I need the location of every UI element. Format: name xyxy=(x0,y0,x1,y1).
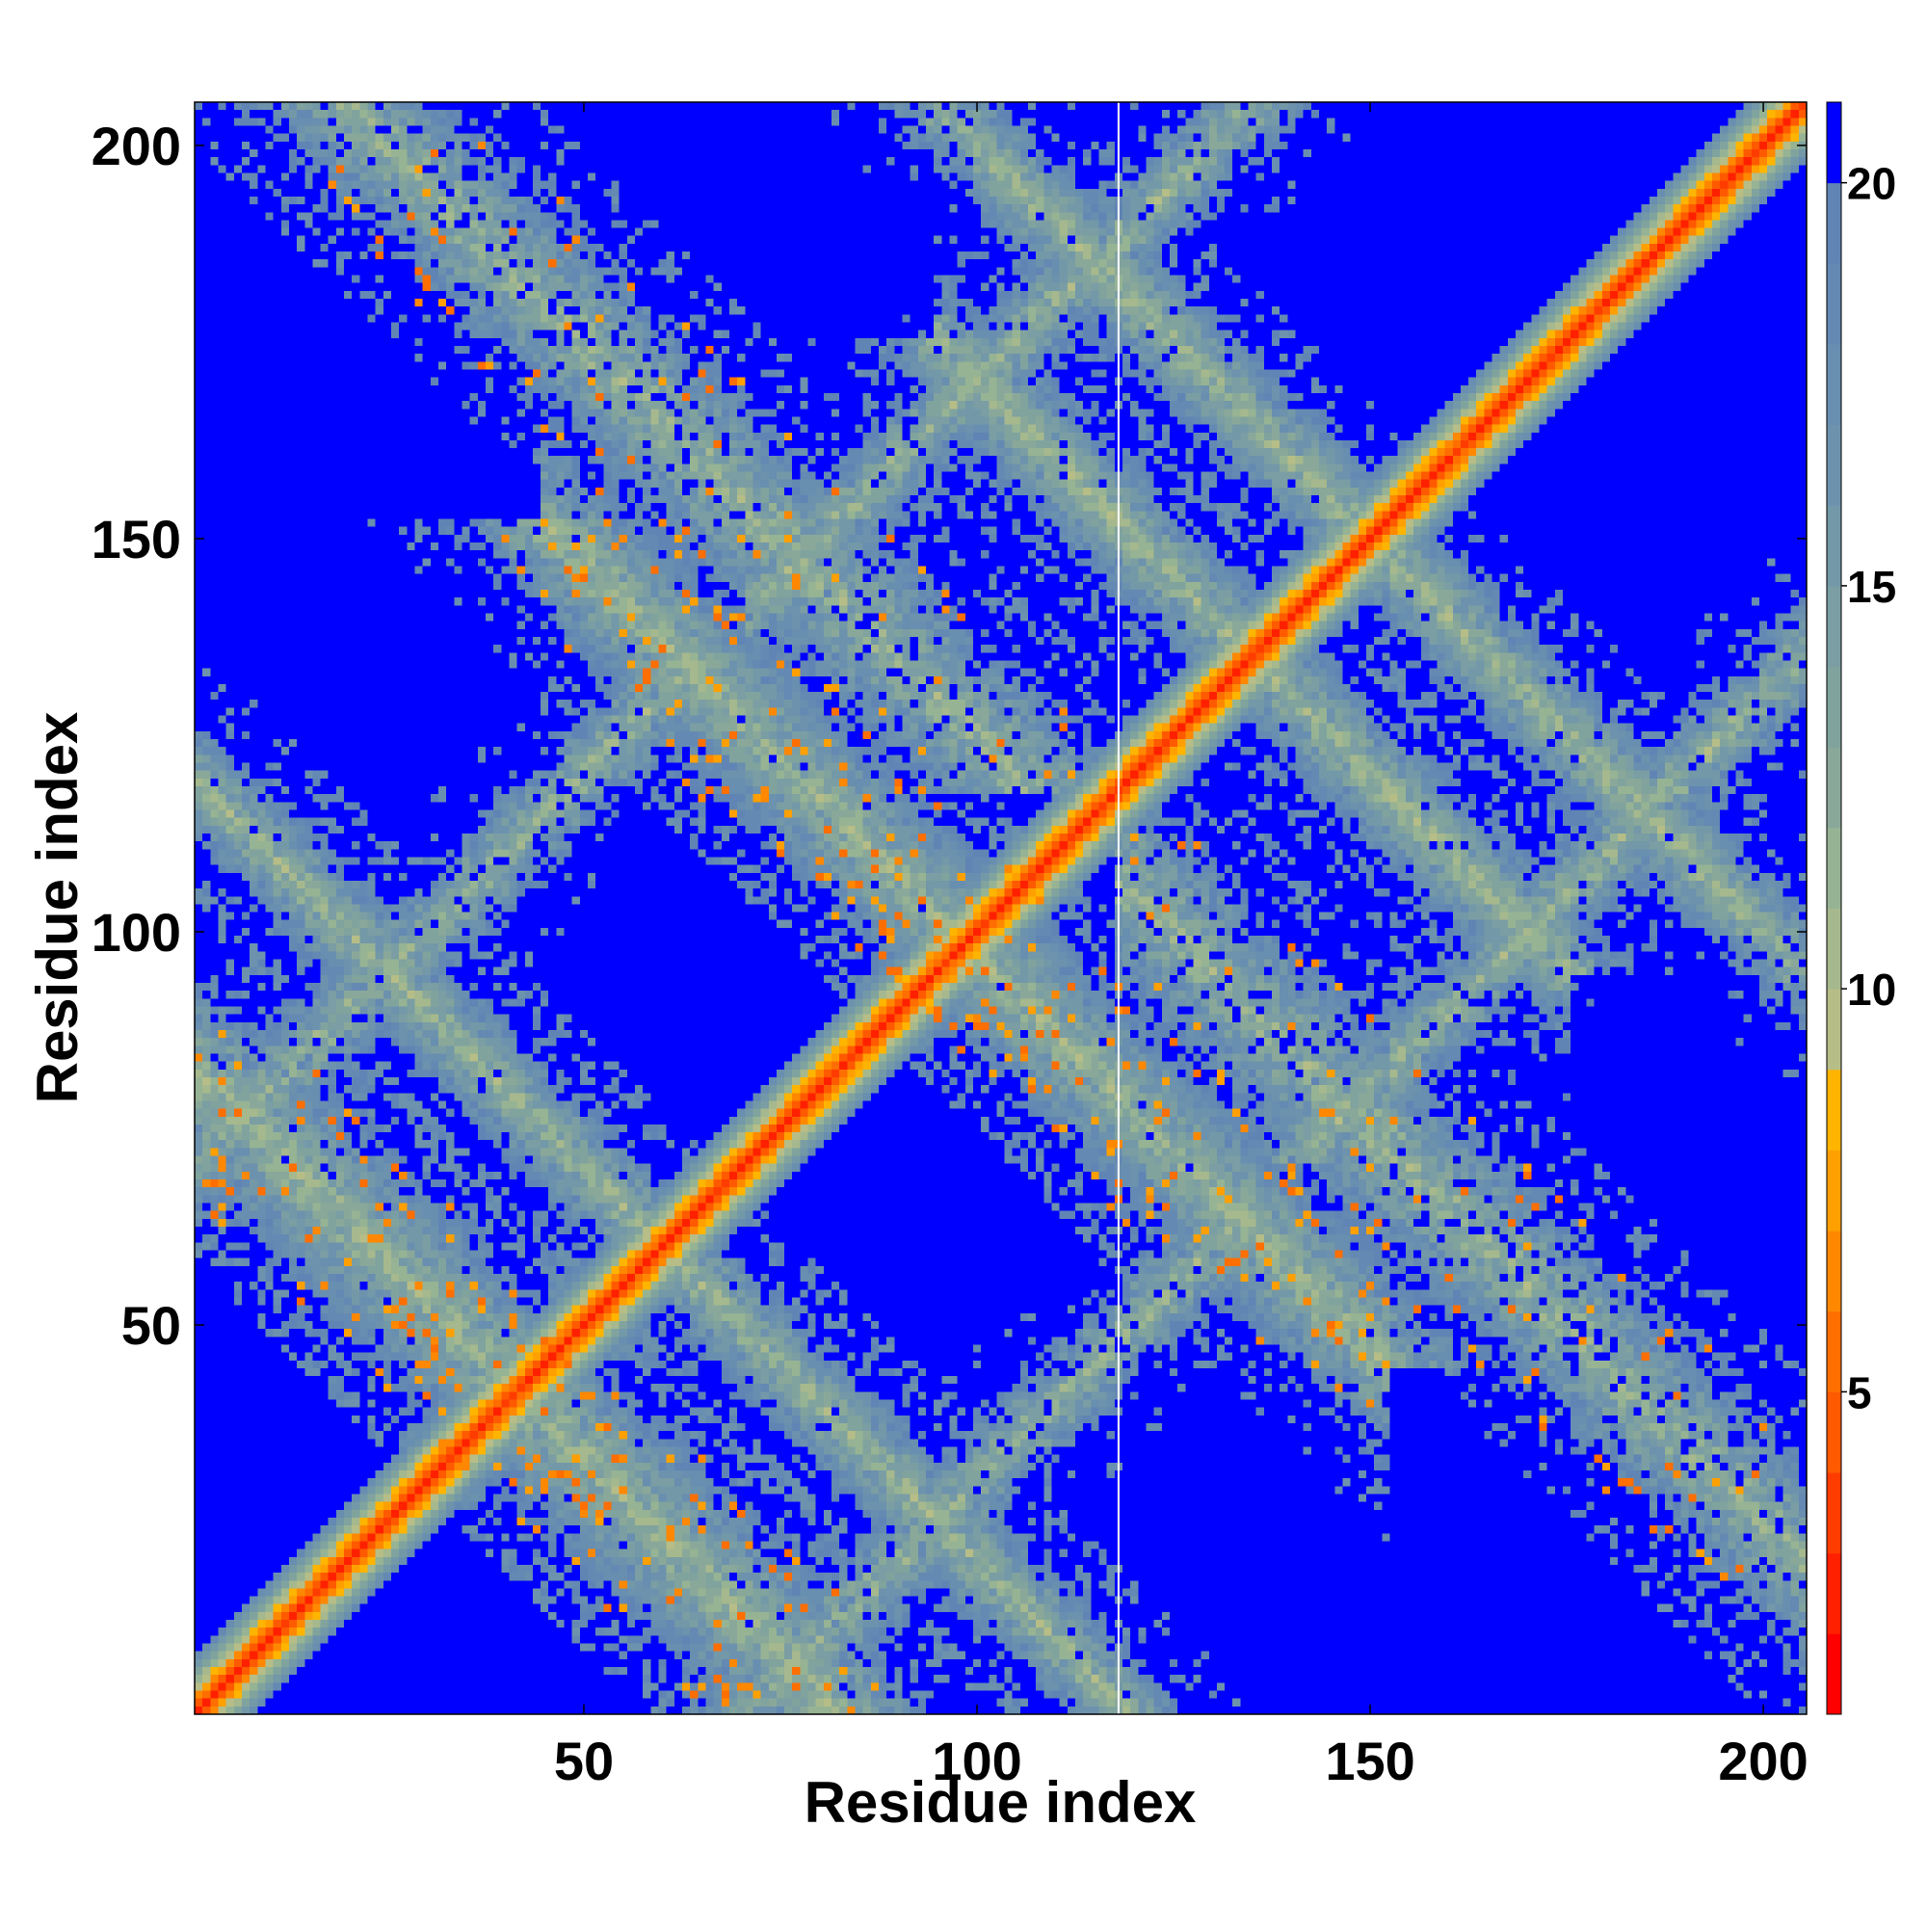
colorbar-level xyxy=(1827,1310,1841,1392)
colorbar-level xyxy=(1827,747,1841,829)
colorbar-level xyxy=(1827,585,1841,668)
colorbar-level xyxy=(1827,1231,1841,1312)
x-tick-label: 100 xyxy=(932,1731,1021,1791)
y-tick-label: 50 xyxy=(121,1295,181,1356)
colorbar-level xyxy=(1827,1150,1841,1231)
plot-frame xyxy=(194,101,1808,1715)
colorbar-level xyxy=(1827,666,1841,748)
x-tick-label: 150 xyxy=(1325,1731,1414,1791)
x-tick-label: 200 xyxy=(1718,1731,1808,1791)
y-axis-ticks: 50 100 150 200 xyxy=(92,116,1807,1356)
y-tick-label: 200 xyxy=(92,116,181,176)
colorbar-level xyxy=(1827,263,1841,345)
x-axis-label: Residue index xyxy=(805,1770,1197,1835)
colorbar-level xyxy=(1827,182,1841,264)
colorbar-ticks: 5 10 15 20 xyxy=(1841,159,1896,1417)
colorbar-level xyxy=(1827,827,1841,909)
x-tick-label: 50 xyxy=(554,1731,614,1791)
colorbar-level xyxy=(1827,1633,1841,1715)
colorbar-tick-label: 20 xyxy=(1847,159,1896,209)
colorbar-level xyxy=(1827,1552,1841,1634)
colorbar-level xyxy=(1827,505,1841,587)
colorbar-tick-label: 15 xyxy=(1847,562,1896,612)
y-axis-label: Residue index xyxy=(25,712,90,1104)
x-axis-ticks: 50 100 150 200 xyxy=(554,102,1808,1791)
colorbar-tick-label: 10 xyxy=(1847,965,1896,1015)
colorbar-level xyxy=(1827,1391,1841,1473)
colorbar-tick-label: 5 xyxy=(1847,1367,1872,1417)
heatmap-image xyxy=(195,102,1807,1714)
colorbar-level xyxy=(1827,1472,1841,1554)
colorbar-frame xyxy=(1826,101,1842,1715)
colorbar-level xyxy=(1827,908,1841,990)
colorbar-level xyxy=(1827,989,1841,1071)
colorbar xyxy=(1826,101,1842,1715)
y-tick-label: 150 xyxy=(92,509,181,569)
colorbar-level xyxy=(1827,343,1841,426)
colorbar-level xyxy=(1827,424,1841,506)
colorbar-level xyxy=(1827,1069,1841,1151)
y-tick-label: 100 xyxy=(92,902,181,963)
colorbar-level xyxy=(1827,102,1841,184)
